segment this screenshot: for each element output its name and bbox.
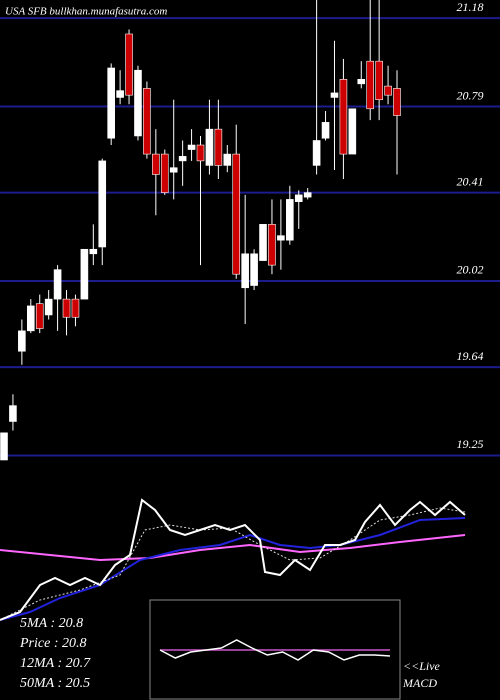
candle-body — [116, 90, 124, 98]
candle-body — [26, 305, 35, 332]
candle-body — [223, 153, 232, 166]
candle-body — [214, 128, 223, 166]
candle-body — [196, 144, 205, 162]
candle-body — [89, 248, 98, 255]
candle-body — [160, 153, 169, 193]
candle-body — [205, 128, 214, 166]
indicator-line — [0, 498, 466, 621]
candle-body — [187, 144, 196, 150]
candle-body — [366, 60, 375, 110]
candle-body — [143, 88, 151, 155]
candle-body — [348, 108, 357, 155]
candle-body — [312, 140, 321, 166]
indicator-line — [0, 534, 466, 562]
candle-body — [268, 224, 276, 266]
candle-body — [321, 122, 330, 139]
legend-text: 50MA : 20.5 — [20, 676, 90, 691]
candle-body — [71, 298, 80, 318]
y-tick-label: 20.79 — [457, 88, 484, 102]
candle-body — [303, 192, 312, 198]
candle-body — [375, 60, 383, 101]
y-tick-label: 19.25 — [457, 437, 484, 451]
legend-text: 5MA : 20.8 — [20, 616, 83, 631]
candle-body — [178, 156, 187, 162]
candle-body — [18, 330, 26, 352]
candle-body — [134, 69, 142, 137]
candle-body — [241, 253, 249, 289]
candle-body — [384, 85, 392, 96]
y-tick-label: 20.02 — [457, 263, 484, 277]
candle-body — [277, 235, 285, 241]
candle-body — [152, 153, 160, 175]
candle-body — [107, 67, 115, 139]
candle-body — [62, 298, 71, 318]
indicator-line — [159, 639, 391, 661]
candle-body — [98, 160, 107, 248]
candle-body — [330, 92, 339, 98]
candle-body — [53, 269, 62, 300]
macd-label: <<Live — [403, 659, 441, 673]
candle-body — [169, 167, 178, 173]
candle-body — [259, 224, 267, 261]
legend-text: 12MA : 20.7 — [20, 656, 91, 671]
candle-body — [393, 88, 401, 116]
y-tick-label: 19.64 — [457, 349, 484, 363]
macd-frame — [149, 599, 401, 700]
candle-body — [250, 253, 258, 286]
y-tick-label: 21.18 — [457, 0, 484, 14]
chart-title: USA SFB bullkhan.munafasutra.com — [5, 6, 167, 18]
candle-body — [80, 248, 89, 300]
candle-body — [232, 153, 241, 275]
candle-body — [357, 79, 366, 85]
candle-body — [9, 405, 17, 422]
candle-body — [125, 33, 133, 96]
candle-body — [294, 194, 303, 202]
candle-body — [286, 199, 294, 241]
macd-label: MACD — [402, 676, 437, 690]
candle-body — [44, 298, 53, 316]
candle-body — [0, 432, 8, 461]
candle-body — [35, 303, 44, 329]
y-tick-label: 20.41 — [457, 174, 484, 188]
legend-text: Price : 20.8 — [19, 636, 86, 651]
indicator-line — [0, 517, 466, 621]
candle-body — [339, 79, 348, 155]
